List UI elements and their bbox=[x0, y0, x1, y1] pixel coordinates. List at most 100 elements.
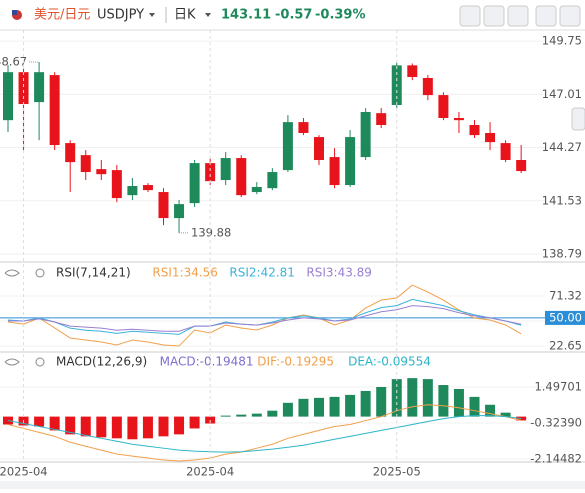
price: 143.11 bbox=[221, 8, 271, 23]
macd-bar bbox=[220, 415, 231, 417]
bottom-tabs bbox=[0, 481, 585, 489]
macd-bar bbox=[96, 416, 107, 438]
candle-body bbox=[298, 122, 309, 133]
rsi-line bbox=[7, 284, 522, 347]
candle-body bbox=[267, 172, 278, 189]
macd-bar bbox=[34, 416, 45, 427]
rsi-line bbox=[7, 298, 522, 335]
period[interactable]: 日K bbox=[174, 8, 196, 23]
macd-bar bbox=[158, 416, 169, 437]
high-label: 148.67 bbox=[0, 55, 27, 69]
macd-bar bbox=[251, 413, 262, 417]
dropdown-arrow[interactable] bbox=[149, 13, 155, 17]
candle-body bbox=[34, 72, 45, 103]
candle-body bbox=[205, 163, 216, 182]
panel-title: MACD(12,26,9) bbox=[56, 355, 147, 369]
candle-body bbox=[49, 75, 60, 146]
macd-bar bbox=[298, 398, 309, 417]
y-tick-label: -2.14482 bbox=[530, 451, 582, 465]
legend-entry: MACD:-0.19481 bbox=[160, 355, 254, 369]
y-tick-label: 149.75 bbox=[542, 34, 582, 48]
hide-icon bbox=[4, 358, 20, 366]
candle-body bbox=[142, 185, 153, 191]
y-tick-label: 138.79 bbox=[542, 247, 582, 261]
macd-bar bbox=[3, 416, 13, 425]
candle-body bbox=[345, 137, 356, 186]
change: -0.57 bbox=[275, 8, 312, 23]
candle-body bbox=[469, 125, 480, 136]
macd-bar bbox=[314, 397, 324, 417]
candle-body bbox=[236, 158, 247, 196]
side-button[interactable] bbox=[571, 107, 585, 131]
symbol[interactable]: USDJPY bbox=[97, 8, 144, 23]
settings-icon bbox=[35, 357, 45, 367]
y-tick-label: 144.27 bbox=[542, 140, 582, 154]
candle-body bbox=[158, 192, 169, 219]
macd-bar bbox=[174, 416, 185, 435]
candle-body bbox=[80, 155, 91, 173]
legend-entry: RSI2:42.81 bbox=[229, 266, 295, 280]
macd-bar bbox=[453, 388, 464, 417]
macd-bar bbox=[236, 414, 247, 417]
candle-body bbox=[407, 65, 418, 78]
y-tick-label: 1.49701 bbox=[534, 380, 582, 394]
legend-entry: DIF:-0.19295 bbox=[257, 355, 334, 369]
macd-bar bbox=[111, 416, 122, 439]
y-tick-label: 141.53 bbox=[542, 193, 582, 207]
candle-body bbox=[376, 113, 387, 126]
candle-body bbox=[96, 169, 107, 175]
flag-icon bbox=[12, 10, 17, 15]
x-tick-label: 2025-05 bbox=[373, 465, 421, 479]
y-tick-label: 71.32 bbox=[549, 289, 582, 303]
macd-bar bbox=[49, 416, 60, 431]
tool-button[interactable] bbox=[507, 5, 529, 27]
legend-entry: RSI1:34.56 bbox=[152, 266, 218, 280]
candle-body bbox=[3, 72, 13, 121]
candle-body bbox=[189, 163, 200, 204]
macd-bar bbox=[438, 385, 449, 417]
macd-bar bbox=[80, 416, 91, 437]
candle-body bbox=[18, 72, 29, 105]
y-tick-label: 22.65 bbox=[549, 338, 582, 352]
settings-icon bbox=[35, 268, 45, 278]
low-label: 139.88 bbox=[191, 225, 231, 239]
macd-bar bbox=[500, 412, 511, 417]
macd-bar bbox=[376, 387, 387, 417]
macd-line bbox=[7, 415, 522, 453]
candle-body bbox=[453, 118, 464, 121]
hide-icon bbox=[4, 269, 20, 277]
change-pct: -0.39% bbox=[315, 8, 366, 23]
candle-body bbox=[438, 95, 449, 119]
macd-line bbox=[7, 404, 522, 462]
macd-bar bbox=[469, 396, 480, 417]
candle-body bbox=[127, 186, 138, 196]
macd-bar bbox=[282, 402, 293, 417]
tool-button[interactable] bbox=[483, 5, 505, 27]
y-tick-label: 147.01 bbox=[542, 87, 582, 101]
candle-body bbox=[329, 157, 340, 186]
macd-bar bbox=[65, 416, 76, 435]
candle-body bbox=[314, 137, 324, 160]
candle-body bbox=[282, 122, 293, 171]
macd-bar bbox=[485, 404, 496, 417]
tool-button[interactable] bbox=[535, 5, 557, 27]
macd-bar bbox=[360, 390, 371, 417]
dropdown-arrow[interactable] bbox=[205, 13, 211, 17]
tool-button[interactable] bbox=[459, 5, 481, 27]
tool-buttons bbox=[459, 5, 585, 131]
macd-bar bbox=[422, 379, 433, 417]
y-tick-label: -0.32390 bbox=[530, 415, 582, 429]
macd-bar bbox=[189, 416, 200, 429]
candle-body bbox=[360, 111, 371, 158]
candle-body bbox=[111, 170, 122, 199]
candle-body bbox=[422, 77, 433, 96]
tool-button[interactable] bbox=[559, 5, 581, 27]
panel-title: RSI(7,14,21) bbox=[56, 266, 131, 280]
candle-body bbox=[251, 186, 262, 193]
candle-body bbox=[174, 204, 185, 219]
pair-name[interactable]: 美元/日元 bbox=[34, 8, 90, 23]
legend-entry: DEA:-0.09554 bbox=[348, 355, 431, 369]
rsi-line bbox=[8, 305, 522, 332]
candle-body bbox=[500, 143, 511, 160]
x-tick-label: 2025-04 bbox=[186, 465, 234, 479]
